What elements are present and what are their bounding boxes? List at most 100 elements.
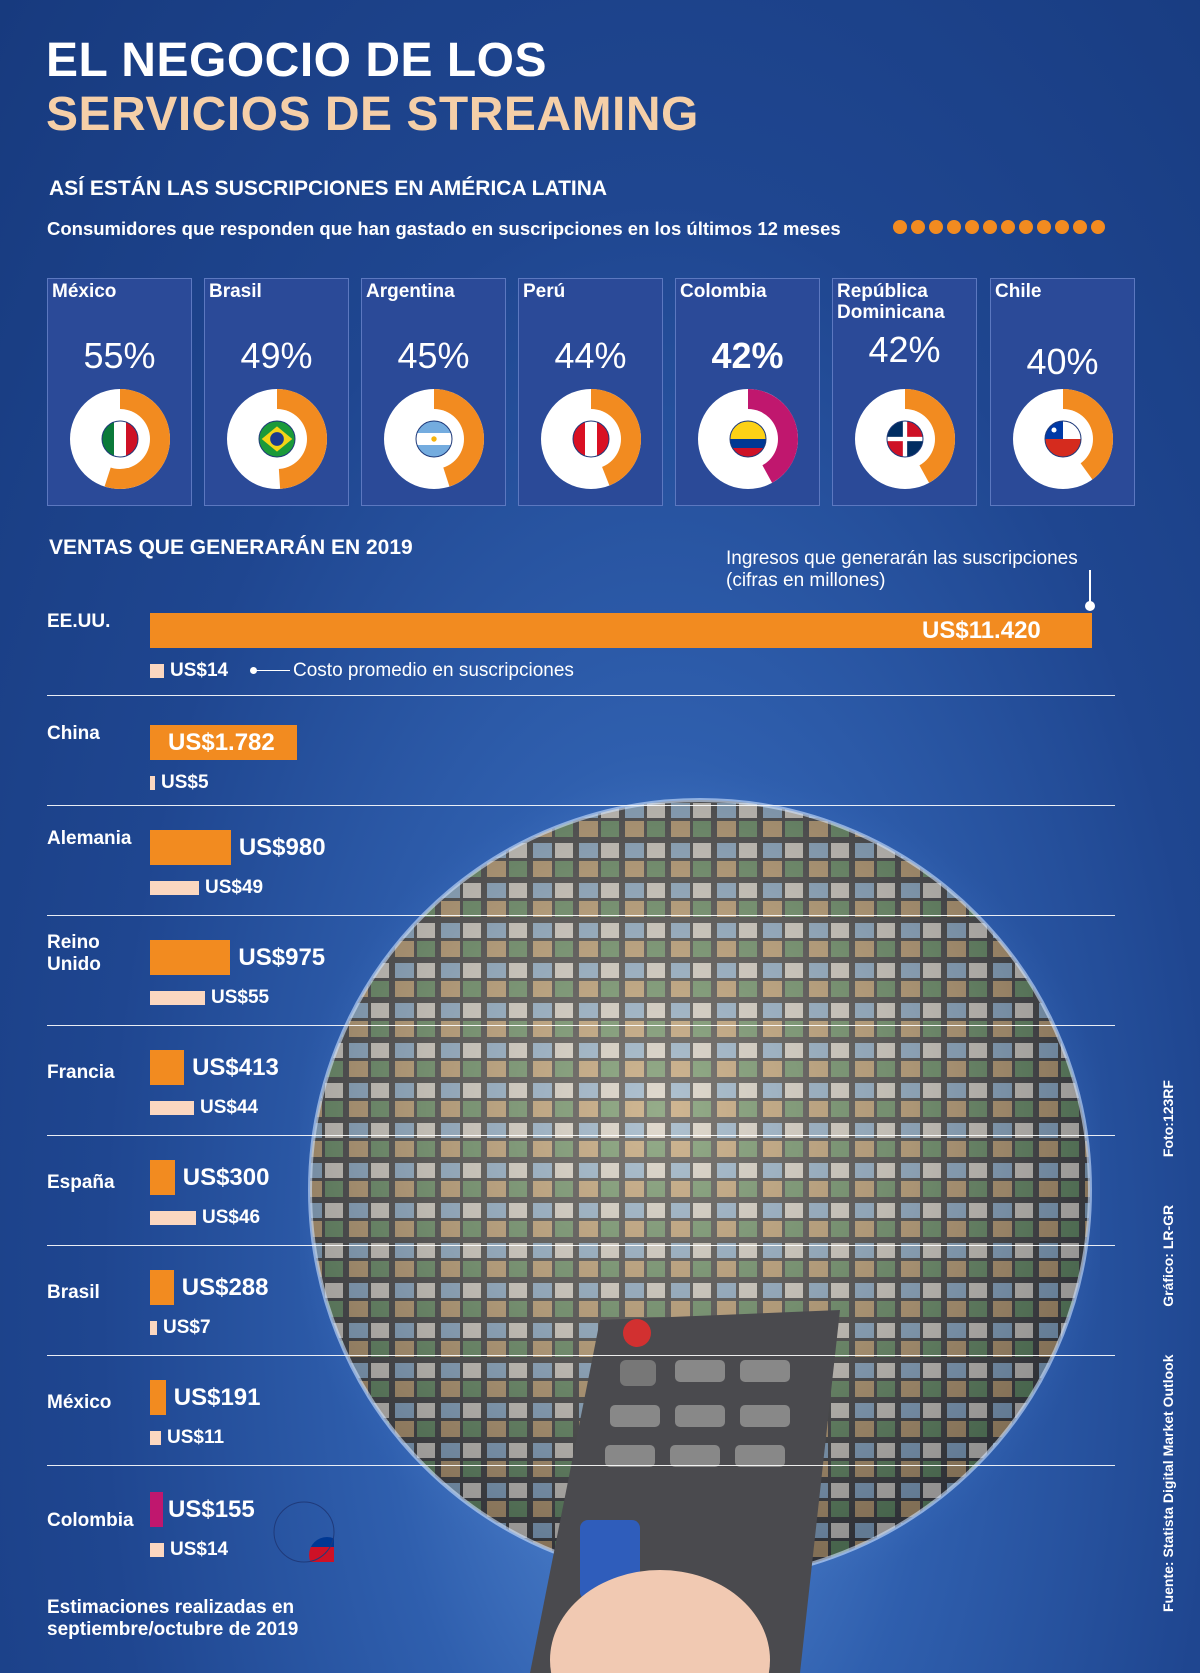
decorative-dots (893, 220, 1109, 238)
section-subtitle-latam: Consumidores que responden que han gasta… (47, 218, 841, 239)
revenue-value-label: US$191 (173, 1384, 261, 1411)
row-separator (47, 1245, 1115, 1246)
footnote-line-1: Estimaciones realizadas en (47, 1597, 295, 1618)
country-card-name: República Dominicana (837, 281, 945, 323)
title-line-1: EL NEGOCIO DE LOS (46, 34, 548, 87)
title-line-2: SERVICIOS DE STREAMING (46, 88, 699, 141)
colombia-flag-badge (273, 1501, 335, 1563)
country-card-name: Colombia (680, 281, 767, 302)
revenue-bar (150, 1380, 166, 1415)
cost-bar (150, 1543, 164, 1557)
revenue-value-label: US$413 (192, 1054, 279, 1081)
revenue-value-label: US$155 (168, 1496, 255, 1523)
flag-chile-icon (1045, 421, 1081, 457)
revenue-bar (150, 725, 297, 760)
revenue-bar (150, 1492, 163, 1527)
revenue-value-label: US$1.782 (168, 729, 275, 756)
cost-value-label: US$49 (205, 877, 264, 898)
decorative-dot (983, 220, 997, 234)
cost-value-label: US$55 (211, 987, 270, 1008)
row-separator (47, 1135, 1115, 1136)
cost-value-label: US$44 (200, 1097, 259, 1118)
cost-bar (150, 1211, 196, 1225)
country-card: Perú 44% (518, 278, 663, 506)
bar-category-label: Francia (47, 1062, 115, 1083)
donut-chart (70, 389, 171, 489)
credit-photo: Foto:123RF (1160, 1080, 1176, 1158)
footnote: Estimaciones realizadas en septiembre/oc… (47, 1597, 298, 1641)
cost-bar (150, 1431, 161, 1445)
country-card-percentage: 45% (397, 335, 470, 376)
decorative-dot (929, 220, 943, 234)
donut-chart (1013, 389, 1113, 489)
cost-value-label: US$46 (202, 1207, 261, 1228)
country-card-percentage: 42% (868, 329, 941, 370)
country-card: Brasil 49% (204, 278, 349, 506)
cost-value-label: US$14 (170, 660, 229, 681)
cost-annotation-dot (250, 667, 257, 674)
revenue-legend-line-1: Ingresos que generarán las suscripciones (726, 548, 1078, 569)
bar-category-label: Alemania (47, 828, 132, 849)
country-card-percentage: 40% (1026, 341, 1099, 382)
donut-chart (384, 389, 484, 489)
cost-bar (150, 664, 164, 678)
media-globe-illustration (300, 770, 1100, 1673)
revenue-bar (150, 1270, 174, 1305)
decorative-dot (1073, 220, 1087, 234)
cost-bar (150, 1321, 157, 1335)
country-card: Colombia 42% (675, 278, 820, 506)
revenue-legend: Ingresos que generarán las suscripciones… (726, 548, 1078, 592)
flag-brazil-icon (259, 421, 295, 457)
section-heading-sales: VENTAS QUE GENERARÁN EN 2019 (49, 536, 413, 559)
credit-source: Fuente: Statista Digital Market Outlook (1160, 1354, 1176, 1612)
bar-category-label: México (47, 1392, 112, 1413)
cost-annotation-leader (256, 670, 290, 671)
revenue-value-label: US$11.420 (922, 617, 1041, 644)
country-card-name: Chile (995, 281, 1042, 302)
cost-bar (150, 1101, 194, 1115)
cost-value-label: US$11 (167, 1427, 225, 1448)
flag-peru-icon (573, 421, 609, 457)
credits: Fuente: Statista Digital Market Outlook … (1160, 1080, 1176, 1612)
flag-mexico-icon (102, 421, 138, 457)
row-separator (47, 1355, 1115, 1356)
flag-colombia-icon (730, 421, 766, 457)
row-separator (47, 1465, 1115, 1466)
cost-bar (150, 776, 155, 790)
revenue-bar (150, 1160, 175, 1195)
revenue-bar (150, 830, 231, 865)
decorative-dot (1055, 220, 1069, 234)
row-separator (47, 695, 1115, 696)
bar-category-label: España (47, 1172, 115, 1193)
cost-value-label: US$7 (163, 1317, 211, 1338)
country-card: República Dominicana 42% (832, 278, 977, 506)
country-card: Chile 40% (990, 278, 1135, 506)
country-card-percentage: 44% (554, 335, 627, 376)
revenue-bar (150, 613, 1092, 648)
country-card-percentage: 55% (83, 335, 156, 376)
decorative-dot (893, 220, 907, 234)
decorative-dot (911, 220, 925, 234)
page-title: EL NEGOCIO DE LOS SERVICIOS DE STREAMING (46, 34, 699, 142)
country-card-percentage: 42% (711, 335, 784, 376)
donut-chart (541, 389, 641, 489)
donut-chart (698, 389, 798, 489)
flag-argentina-icon (416, 421, 452, 457)
decorative-dot (1091, 220, 1105, 234)
revenue-legend-line-2: (cifras en millones) (726, 570, 886, 591)
bar-category-label: Reino Unido (47, 932, 101, 975)
bar-category-label: Brasil (47, 1282, 100, 1303)
country-card: Argentina 45% (361, 278, 506, 506)
decorative-dot (1037, 220, 1051, 234)
revenue-legend-leader (1089, 570, 1091, 605)
donut-chart (227, 389, 327, 489)
revenue-bar (150, 1050, 185, 1085)
footnote-line-2: septiembre/octubre de 2019 (47, 1619, 299, 1640)
decorative-dot (1019, 220, 1033, 234)
credit-graphic: Gráfico: LR-GR (1160, 1204, 1176, 1307)
cost-bar (150, 991, 205, 1005)
row-separator (47, 915, 1115, 916)
revenue-legend-dot (1085, 601, 1095, 611)
bar-category-label: Colombia (47, 1510, 134, 1531)
remote-control-illustration (530, 1310, 840, 1673)
